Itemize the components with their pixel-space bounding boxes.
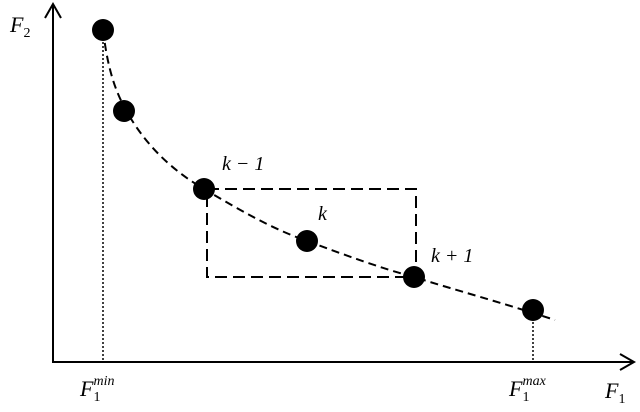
points — [92, 19, 544, 321]
x-axis-label: F1 — [604, 378, 625, 407]
label-sup: min — [93, 374, 114, 389]
label-sub: 1 — [618, 392, 625, 407]
label-main: F — [604, 378, 619, 403]
label-sup: max — [522, 374, 546, 389]
label-sub: 2 — [23, 26, 30, 41]
label-main: F — [508, 376, 523, 401]
label-prev: k − 1 — [222, 153, 264, 175]
point — [113, 100, 135, 122]
label-main: F — [9, 12, 24, 37]
label-next: k + 1 — [431, 245, 473, 267]
cuboid — [206, 188, 417, 278]
label-main: F — [79, 376, 94, 401]
y-arrow — [44, 1, 62, 19]
x-arrow — [619, 353, 637, 371]
point — [296, 230, 318, 252]
label-sub: 1 — [93, 390, 100, 405]
label-sub: 1 — [522, 390, 529, 405]
min-label: F1min — [79, 374, 114, 405]
point — [403, 266, 425, 288]
point — [522, 299, 544, 321]
point — [193, 178, 215, 200]
point — [92, 19, 114, 41]
y-axis-label: F2 — [9, 12, 30, 41]
label-current: k — [318, 203, 328, 225]
max-label: F1max — [508, 374, 547, 405]
